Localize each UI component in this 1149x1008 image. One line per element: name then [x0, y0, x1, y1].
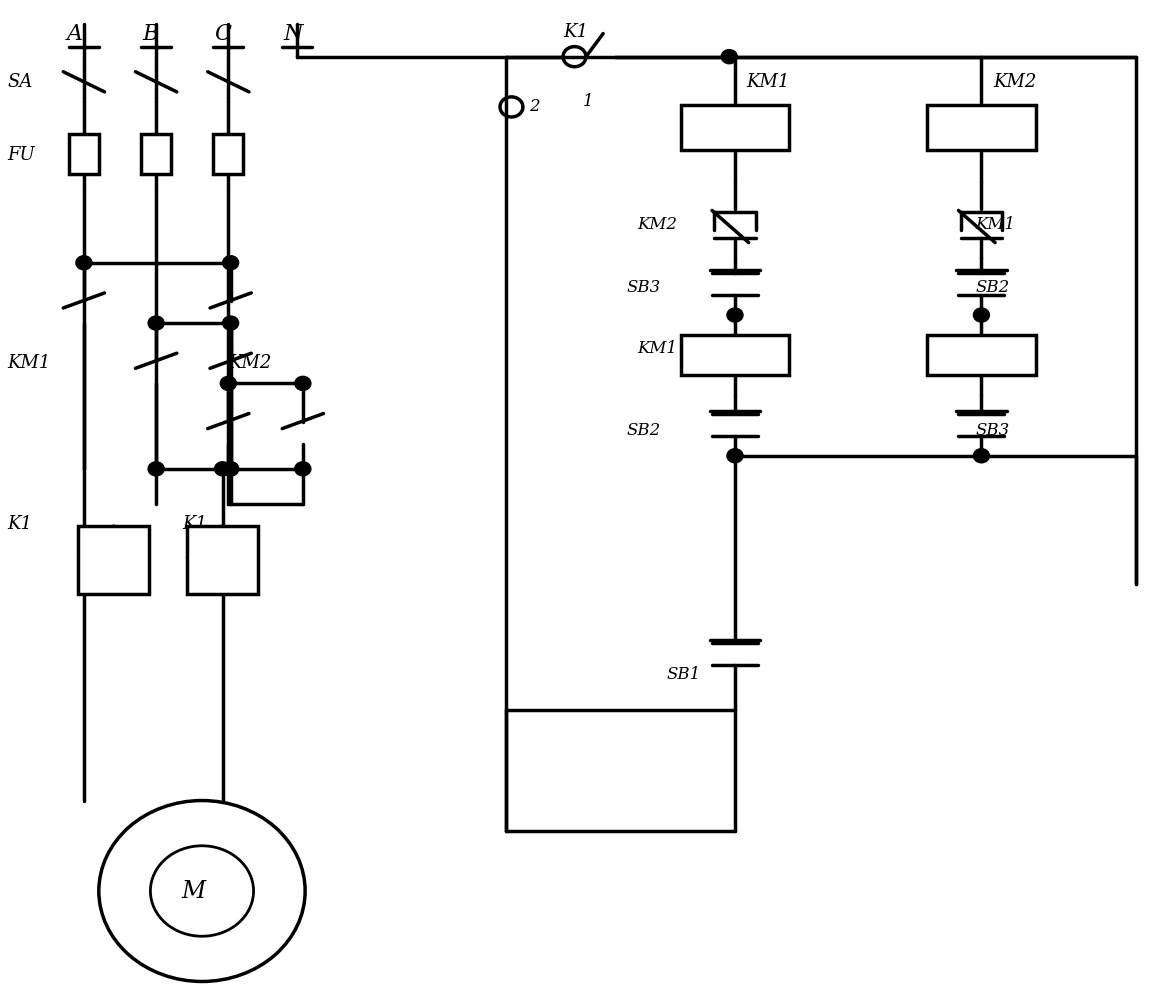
Text: KM1: KM1 [976, 216, 1016, 233]
Text: C: C [215, 22, 232, 44]
Circle shape [223, 462, 239, 476]
Circle shape [722, 49, 738, 64]
Text: K1: K1 [563, 22, 588, 40]
Text: KM2: KM2 [993, 73, 1036, 91]
Circle shape [295, 376, 311, 390]
Text: SB3: SB3 [626, 279, 661, 296]
Circle shape [973, 449, 989, 463]
Circle shape [221, 376, 237, 390]
Circle shape [148, 317, 164, 330]
Bar [680, 105, 789, 150]
Text: SA: SA [7, 73, 32, 91]
Text: KM1: KM1 [638, 340, 678, 357]
Bar [69, 134, 99, 174]
Bar [680, 335, 789, 375]
Circle shape [295, 462, 311, 476]
Bar [927, 335, 1036, 375]
Circle shape [973, 308, 989, 322]
Bar [214, 134, 244, 174]
Bar [187, 526, 259, 595]
Text: 1: 1 [583, 94, 593, 111]
Text: SB2: SB2 [976, 279, 1010, 296]
Text: 2: 2 [529, 99, 539, 116]
Circle shape [148, 462, 164, 476]
Bar [141, 134, 171, 174]
Circle shape [727, 308, 743, 322]
Circle shape [223, 317, 239, 330]
Bar [927, 105, 1036, 150]
Circle shape [223, 462, 239, 476]
Circle shape [727, 449, 743, 463]
Text: SB3: SB3 [976, 422, 1010, 439]
Text: M: M [182, 880, 206, 902]
Text: KM2: KM2 [638, 216, 678, 233]
Text: KM2: KM2 [229, 354, 271, 372]
Text: SB1: SB1 [666, 666, 701, 683]
Circle shape [215, 462, 231, 476]
Text: FU: FU [7, 146, 34, 164]
Text: A: A [67, 22, 83, 44]
Text: SB2: SB2 [626, 422, 661, 439]
Text: KM2: KM2 [976, 340, 1016, 357]
Text: K1: K1 [7, 515, 32, 533]
Circle shape [76, 256, 92, 270]
Text: KM1: KM1 [7, 354, 51, 372]
Bar [78, 526, 149, 595]
Circle shape [223, 256, 239, 270]
Text: B: B [142, 22, 159, 44]
Text: K1: K1 [183, 515, 208, 533]
Text: N: N [284, 22, 303, 44]
Text: KM1: KM1 [747, 73, 789, 91]
